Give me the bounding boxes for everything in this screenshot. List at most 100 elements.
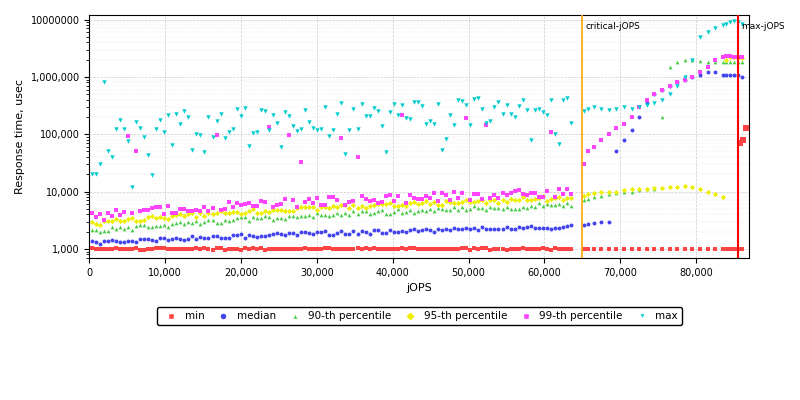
Point bbox=[403, 192, 416, 198]
Point bbox=[238, 210, 251, 216]
Point bbox=[142, 246, 154, 252]
Point bbox=[655, 114, 668, 120]
Point bbox=[298, 213, 311, 219]
Point bbox=[379, 210, 392, 217]
Point bbox=[436, 147, 449, 154]
Point bbox=[735, 54, 748, 60]
Point bbox=[549, 225, 562, 232]
Point bbox=[587, 144, 600, 150]
Point bbox=[516, 194, 529, 200]
Point bbox=[716, 22, 729, 28]
Y-axis label: Response time, usec: Response time, usec bbox=[15, 79, 25, 194]
Point bbox=[532, 225, 545, 231]
Point bbox=[226, 125, 239, 132]
Point bbox=[452, 97, 465, 103]
Point bbox=[407, 209, 420, 216]
Point bbox=[102, 228, 114, 234]
Point bbox=[182, 246, 194, 252]
Point bbox=[323, 194, 336, 200]
Point bbox=[678, 76, 691, 83]
Point bbox=[716, 59, 729, 66]
Point bbox=[476, 106, 489, 112]
Point bbox=[234, 214, 247, 220]
Point bbox=[545, 97, 558, 103]
Point bbox=[363, 246, 376, 252]
Point bbox=[655, 96, 668, 103]
Point bbox=[520, 107, 533, 114]
Point bbox=[444, 197, 457, 204]
Point bbox=[648, 246, 661, 252]
Point bbox=[452, 226, 465, 232]
Point bbox=[528, 107, 541, 114]
Point bbox=[162, 216, 174, 222]
Point bbox=[399, 200, 412, 206]
Point bbox=[387, 208, 400, 215]
Point bbox=[130, 119, 142, 126]
Point bbox=[504, 226, 517, 232]
Point bbox=[298, 229, 311, 236]
Point bbox=[516, 191, 529, 198]
Point bbox=[194, 234, 207, 240]
Point bbox=[154, 214, 166, 220]
Point bbox=[553, 224, 566, 231]
Point bbox=[500, 192, 513, 198]
Point bbox=[648, 186, 661, 192]
Point bbox=[557, 191, 570, 198]
Point bbox=[323, 205, 336, 211]
Point bbox=[528, 204, 541, 210]
Point bbox=[432, 205, 445, 212]
Point bbox=[520, 205, 533, 211]
Point bbox=[428, 190, 441, 196]
Point bbox=[440, 136, 453, 142]
Point bbox=[504, 206, 517, 212]
Point bbox=[436, 206, 449, 212]
Point bbox=[335, 100, 348, 106]
Point bbox=[186, 210, 198, 216]
Point bbox=[512, 205, 525, 212]
Point bbox=[415, 103, 428, 110]
Point bbox=[122, 238, 134, 244]
Point bbox=[407, 195, 420, 202]
Point bbox=[694, 186, 706, 192]
Point bbox=[508, 197, 521, 203]
Point bbox=[686, 74, 698, 80]
Point bbox=[496, 246, 509, 252]
Point bbox=[178, 246, 190, 252]
Point bbox=[206, 217, 219, 223]
Point bbox=[626, 186, 638, 192]
Point bbox=[178, 221, 190, 227]
Point bbox=[731, 59, 744, 66]
Point bbox=[110, 126, 122, 132]
Point bbox=[541, 201, 554, 208]
Point bbox=[150, 222, 162, 229]
Point bbox=[238, 201, 251, 207]
Point bbox=[602, 246, 615, 252]
X-axis label: jOPS: jOPS bbox=[406, 283, 432, 293]
Point bbox=[731, 71, 744, 78]
Point bbox=[391, 228, 404, 235]
Point bbox=[182, 218, 194, 225]
Point bbox=[508, 188, 521, 194]
Point bbox=[532, 246, 545, 252]
Point bbox=[234, 113, 247, 120]
Point bbox=[130, 245, 142, 252]
Point bbox=[86, 245, 98, 252]
Point bbox=[395, 102, 408, 108]
Point bbox=[419, 198, 432, 204]
Point bbox=[468, 202, 481, 209]
Point bbox=[728, 54, 741, 60]
Point bbox=[190, 245, 203, 251]
Point bbox=[448, 204, 461, 210]
Point bbox=[504, 110, 517, 117]
Point bbox=[339, 231, 352, 237]
Point bbox=[602, 131, 615, 138]
Point bbox=[456, 190, 469, 196]
Point bbox=[194, 246, 207, 252]
Point bbox=[315, 229, 328, 235]
Point bbox=[270, 207, 283, 213]
Point bbox=[578, 246, 590, 252]
Point bbox=[701, 59, 714, 66]
Point bbox=[508, 226, 521, 232]
Point bbox=[298, 199, 311, 205]
Point bbox=[724, 71, 737, 78]
